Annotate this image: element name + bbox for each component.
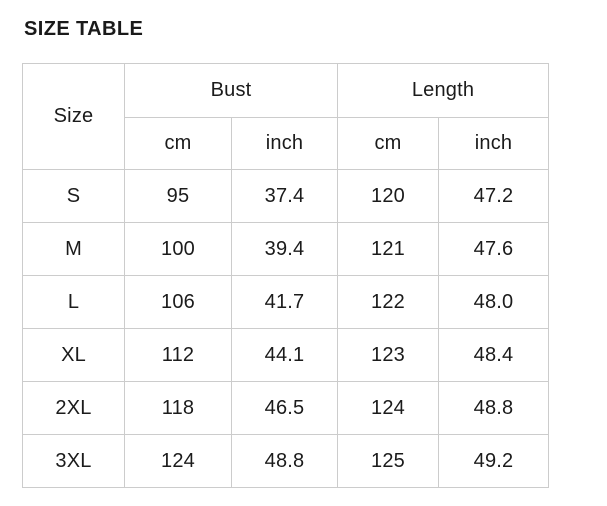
table-row: S 95 37.4 120 47.2: [22, 169, 549, 223]
col-header-length-inch: inch: [438, 117, 549, 170]
table-row: XL 112 44.1 123 48.4: [22, 328, 549, 382]
bust-cm-cell: 106: [124, 275, 232, 329]
size-cell: 3XL: [22, 434, 125, 488]
length-inch-cell: 48.0: [438, 275, 549, 329]
page: SIZE TABLE Size Bust Length cm inch cm i…: [22, 18, 549, 488]
bust-cm-cell: 95: [124, 169, 232, 223]
bust-inch-cell: 37.4: [231, 169, 338, 223]
col-header-size: Size: [22, 63, 125, 170]
bust-cm-cell: 124: [124, 434, 232, 488]
length-inch-cell: 48.8: [438, 381, 549, 435]
length-inch-cell: 47.6: [438, 222, 549, 276]
bust-inch-cell: 39.4: [231, 222, 338, 276]
table-row: M 100 39.4 121 47.6: [22, 222, 549, 276]
table-row: 2XL 118 46.5 124 48.8: [22, 381, 549, 435]
length-cm-cell: 120: [337, 169, 439, 223]
page-title: SIZE TABLE: [24, 18, 144, 40]
size-cell: M: [22, 222, 125, 276]
col-header-length-cm: cm: [337, 117, 439, 170]
length-inch-cell: 48.4: [438, 328, 549, 382]
length-cm-cell: 123: [337, 328, 439, 382]
length-inch-cell: 49.2: [438, 434, 549, 488]
header-row-groups: Size Bust Length: [22, 63, 549, 170]
length-inch-cell: 47.2: [438, 169, 549, 223]
header-row-units: cm inch cm inch: [23, 117, 549, 170]
bust-cm-cell: 118: [124, 381, 232, 435]
size-cell: 2XL: [22, 381, 125, 435]
bust-cm-cell: 112: [124, 328, 232, 382]
length-cm-cell: 124: [337, 381, 439, 435]
length-cm-cell: 125: [337, 434, 439, 488]
col-group-length: Length: [337, 63, 549, 118]
length-cm-cell: 122: [337, 275, 439, 329]
bust-inch-cell: 41.7: [231, 275, 338, 329]
col-header-bust-inch: inch: [231, 117, 338, 170]
size-cell: L: [22, 275, 125, 329]
table-row: 3XL 124 48.8 125 49.2: [22, 434, 549, 488]
table-row: L 106 41.7 122 48.0: [22, 275, 549, 329]
col-group-bust: Bust: [124, 63, 338, 118]
bust-cm-cell: 100: [124, 222, 232, 276]
bust-inch-cell: 48.8: [231, 434, 338, 488]
length-cm-cell: 121: [337, 222, 439, 276]
size-cell: S: [22, 169, 125, 223]
col-header-bust-cm: cm: [124, 117, 232, 170]
size-cell: XL: [22, 328, 125, 382]
size-table: Size Bust Length cm inch cm inch S 95 37…: [22, 63, 549, 488]
bust-inch-cell: 46.5: [231, 381, 338, 435]
bust-inch-cell: 44.1: [231, 328, 338, 382]
